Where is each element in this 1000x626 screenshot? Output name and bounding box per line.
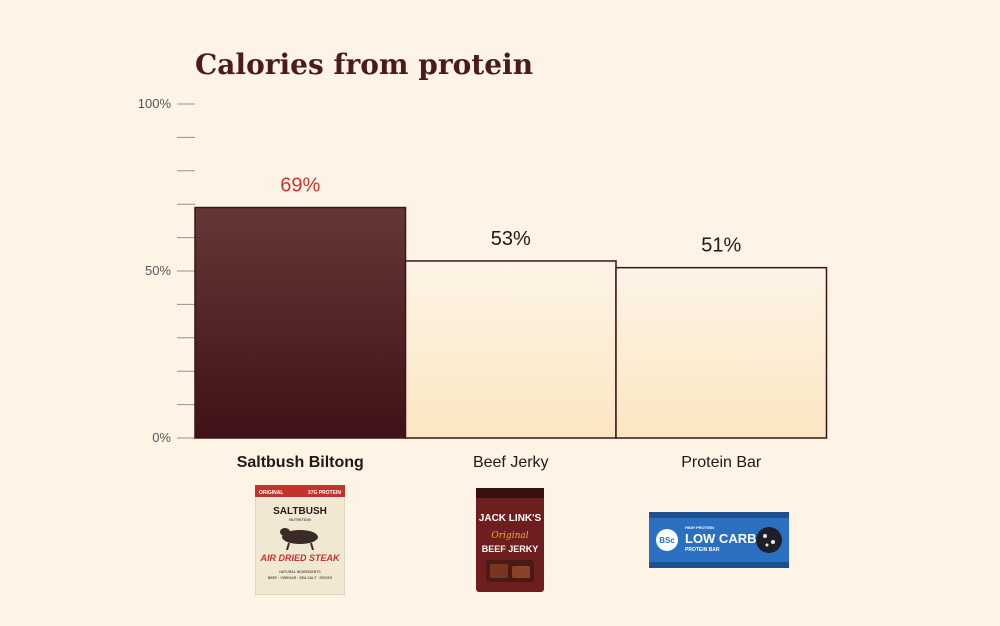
labels: 69% Saltbush Biltong 53% Beef Jerky 51% Prote… bbox=[237, 175, 762, 471]
y-axis: 0% 50% 100% bbox=[138, 96, 195, 445]
bsc-headline: LOW CARB bbox=[685, 531, 757, 546]
cookie-icon bbox=[756, 527, 782, 553]
bsc-tag: HIGH PROTEIN bbox=[685, 525, 714, 530]
saltbush-brand: SALTBUSH bbox=[273, 506, 327, 517]
value-label-saltbush-biltong: 69% bbox=[280, 175, 320, 197]
jack-links-script: Original bbox=[491, 531, 528, 541]
chart-title: Calories from protein bbox=[195, 48, 533, 81]
category-label-beef-jerky: Beef Jerky bbox=[473, 454, 549, 471]
bsc-protein-bar: BSc HIGH PROTEIN LOW CARB PROTEIN BAR bbox=[649, 512, 789, 573]
y-tick-label-50: 50% bbox=[145, 263, 171, 278]
bar-beef-jerky bbox=[404, 260, 617, 439]
saltbush-sub: NUTRITION bbox=[289, 517, 311, 522]
jack-links-package: JACK LINK'S Original BEEF JERKY bbox=[476, 488, 544, 597]
y-tick-label-0: 0% bbox=[152, 430, 171, 445]
saltbush-flag-left: ORIGINAL bbox=[259, 490, 283, 496]
value-label-protein-bar: 51% bbox=[701, 235, 741, 257]
saltbush-headline: AIR DRIED STEAK bbox=[259, 553, 341, 563]
bsc-sub: PROTEIN BAR bbox=[685, 547, 720, 553]
value-label-beef-jerky: 53% bbox=[491, 228, 531, 250]
saltbush-footer: NATURAL INGREDIENTS bbox=[279, 570, 321, 574]
jack-links-brand: JACK LINK'S bbox=[479, 513, 542, 524]
bar-protein-bar bbox=[615, 266, 828, 439]
y-tick-label-100: 100% bbox=[138, 96, 172, 111]
jack-links-headline: BEEF JERKY bbox=[482, 544, 539, 554]
bars bbox=[194, 206, 828, 439]
bsc-logo: BSc bbox=[659, 536, 675, 545]
category-label-protein-bar: Protein Bar bbox=[681, 454, 762, 471]
cow-icon bbox=[280, 528, 318, 551]
saltbush-flag-right: 37G PROTEIN bbox=[308, 490, 341, 496]
bar-saltbush-biltong bbox=[194, 206, 407, 439]
jerky-icon bbox=[486, 560, 534, 582]
saltbush-package: ORIGINAL 37G PROTEIN SALTBUSH NUTRITION … bbox=[254, 484, 346, 600]
saltbush-ingredients: BEEF · VINEGAR · SEA SALT · SPICES bbox=[268, 576, 333, 580]
category-label-saltbush-biltong: Saltbush Biltong bbox=[237, 454, 364, 471]
